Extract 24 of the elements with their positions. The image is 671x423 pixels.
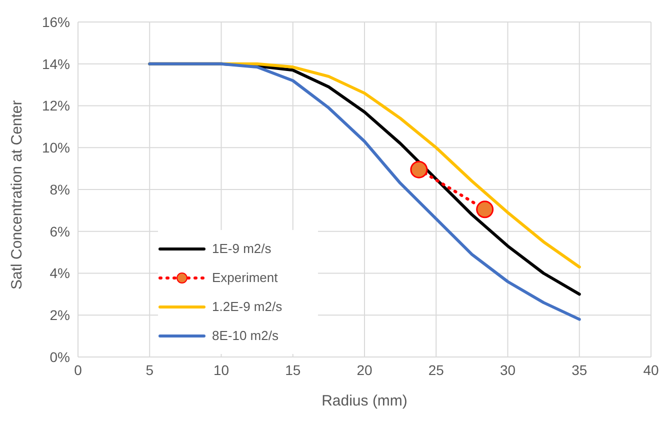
x-tick-label: 10 bbox=[213, 362, 230, 378]
y-tick-label: 8% bbox=[50, 181, 70, 198]
x-tick-label: 25 bbox=[428, 362, 444, 378]
x-tick-label: 15 bbox=[285, 362, 301, 378]
y-tick-label: 10% bbox=[42, 140, 70, 156]
legend-label: 8E-10 m2/s bbox=[212, 328, 278, 343]
y-axis-title: Satl Concentration at Center bbox=[8, 100, 26, 290]
y-tick-label: 6% bbox=[50, 223, 70, 240]
y-tick-label: 0% bbox=[50, 348, 70, 365]
x-tick-label: 0 bbox=[74, 362, 82, 378]
x-tick-label: 40 bbox=[643, 362, 659, 378]
y-tick-label: 14% bbox=[42, 56, 70, 72]
x-tick-label: 20 bbox=[356, 362, 372, 378]
legend-label: 1.2E-9 m2/s bbox=[212, 299, 282, 314]
legend-label: 1E-9 m2/s bbox=[212, 241, 272, 256]
x-axis-title: Radius (mm) bbox=[322, 392, 408, 410]
y-tick-label: 2% bbox=[50, 307, 70, 324]
x-tick-label: 30 bbox=[500, 362, 516, 378]
x-tick-label: 35 bbox=[572, 362, 588, 378]
legend-label: Experiment bbox=[212, 270, 278, 285]
y-tick-label: 16% bbox=[42, 14, 70, 30]
x-tick-label: 5 bbox=[146, 362, 154, 378]
y-tick-label: 4% bbox=[50, 265, 70, 282]
y-tick-label: 12% bbox=[42, 98, 70, 114]
